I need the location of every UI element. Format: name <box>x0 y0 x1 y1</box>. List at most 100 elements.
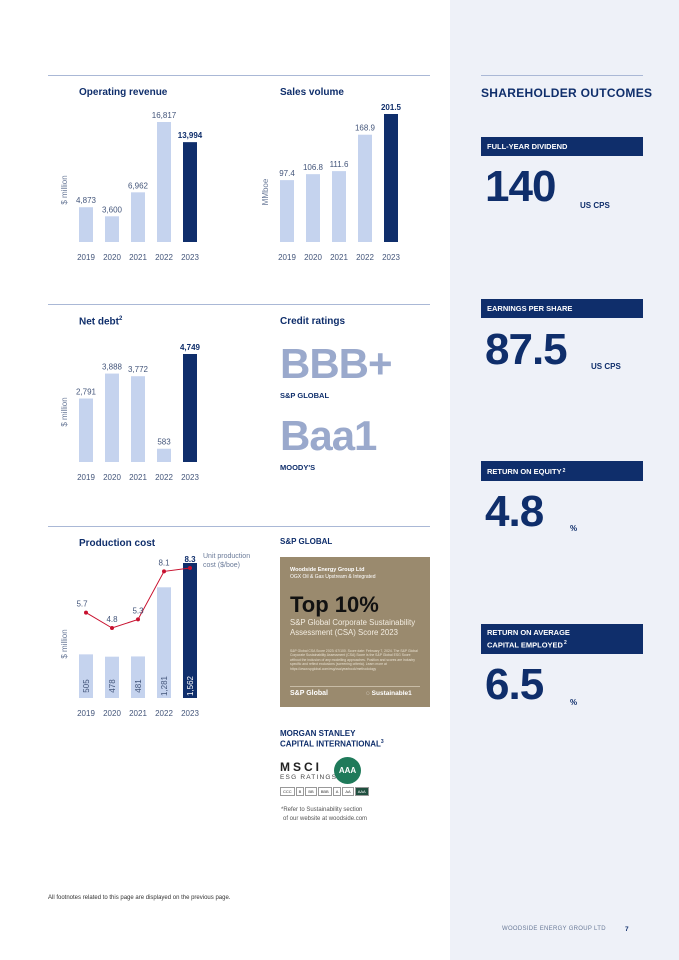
footnote-marker: 2 <box>563 639 567 646</box>
x-tick-label: 2020 <box>103 473 121 482</box>
unit-cost-point <box>162 569 166 574</box>
bar <box>79 398 93 462</box>
sp-agency-label: S&P GLOBAL <box>280 391 330 400</box>
kpi-unit-eps: US CPS <box>591 362 621 371</box>
data-label: 478 <box>108 679 117 693</box>
data-label: 6,962 <box>128 181 149 190</box>
bar <box>358 134 372 242</box>
data-label: 97.4 <box>279 169 295 178</box>
divider-mid-left <box>48 304 430 305</box>
unit-cost-point <box>110 626 114 630</box>
chart-title-net-debt: Net debt2 <box>79 316 123 328</box>
divider-top-right <box>481 75 643 76</box>
bar <box>131 376 145 462</box>
bar <box>105 373 119 462</box>
bar <box>105 216 119 242</box>
bar <box>183 354 197 462</box>
bar <box>79 654 93 698</box>
data-label: 13,994 <box>178 131 203 140</box>
msci-logo-sub: ESG RATINGS <box>280 774 338 781</box>
y-axis-label: $ million <box>60 629 69 658</box>
kpi-label-dividend: FULL-YEAR DIVIDEND <box>481 137 643 156</box>
bar <box>157 587 171 698</box>
x-tick-label: 2019 <box>77 253 95 262</box>
msci-note: *Refer to Sustainability section of our … <box>281 807 368 822</box>
data-label: 3,772 <box>128 365 149 374</box>
bar <box>79 207 93 242</box>
bar <box>306 174 320 242</box>
kpi-label-roe: RETURN ON EQUITY 2 <box>481 461 643 481</box>
shareholder-outcomes-title: SHAREHOLDER OUTCOMES <box>481 86 653 100</box>
y-axis-label: $ million <box>60 397 69 426</box>
bar <box>183 563 197 698</box>
footnote-marker: 2 <box>562 468 566 474</box>
x-tick-label: 2022 <box>155 253 173 262</box>
msci-scale-step: B <box>295 787 305 796</box>
x-tick-label: 2019 <box>77 473 95 482</box>
badge-industry: OGX Oil & Gas Upstream & Integrated <box>290 574 376 580</box>
msci-scale-step: BB <box>305 787 317 796</box>
unit-cost-label: 5.7 <box>76 600 88 609</box>
unit-cost-label: 8.3 <box>184 555 196 564</box>
bar <box>157 122 171 242</box>
x-tick-label: 2020 <box>103 709 121 718</box>
x-tick-label: 2021 <box>129 709 147 718</box>
divider-top-left <box>48 75 430 76</box>
line-legend-2: cost ($/boe) <box>203 562 240 569</box>
footnote-marker: 2 <box>119 316 123 322</box>
kpi-label-roace: RETURN ON AVERAGE CAPITAL EMPLOYED2 <box>481 624 643 654</box>
x-tick-label: 2023 <box>382 253 400 262</box>
y-axis-label: MMboe <box>261 178 270 205</box>
data-label: 2,791 <box>76 388 97 397</box>
x-tick-label: 2022 <box>356 253 374 262</box>
x-tick-label: 2021 <box>129 473 147 482</box>
bar <box>131 192 145 242</box>
x-tick-label: 2020 <box>103 253 121 262</box>
badge-subtitle: S&P Global Corporate Sustainability Asse… <box>290 618 416 637</box>
x-tick-label: 2021 <box>129 253 147 262</box>
data-label: 16,817 <box>152 111 177 120</box>
unit-cost-point <box>136 617 140 622</box>
bar <box>332 171 346 242</box>
divider-low-left <box>48 526 430 527</box>
line-legend-1: Unit production <box>203 553 250 560</box>
unit-cost-point <box>188 566 192 570</box>
bar <box>131 656 145 698</box>
badge-fine-print: S&P Global CSA Score 2023: 67/100. Score… <box>290 649 418 671</box>
operating-revenue-chart: $ million 4,873 2019 3,600 2020 6,962 2021 16,8… <box>60 111 203 262</box>
kpi-value-roe: 4.8 <box>485 487 544 536</box>
kpi-value-eps: 87.5 <box>485 325 568 374</box>
chart-title-sales-volume: Sales volume <box>280 87 344 98</box>
data-label: 106.8 <box>303 163 324 172</box>
msci-heading: MORGAN STANLEY CAPITAL INTERNATIONAL3 <box>280 729 384 749</box>
data-label: 4,873 <box>76 196 97 205</box>
production-cost-chart: $ million 505 2019 478 2020 481 2021 1,281 2022 1… <box>60 553 250 718</box>
data-label: 3,888 <box>102 363 123 372</box>
sp-global-logo: S&P Global <box>290 690 328 697</box>
sp-global-heading: S&P GLOBAL <box>280 537 333 546</box>
data-label: 168.9 <box>355 124 376 133</box>
data-label: 505 <box>82 679 91 693</box>
msci-scale-step: AA <box>342 787 354 796</box>
sustainable1-logo: ◌ Sustainable1 <box>366 690 412 697</box>
moodys-agency-label: MOODY'S <box>280 463 316 472</box>
footnote-marker: 3 <box>380 739 384 745</box>
page-number: 7 <box>625 926 629 933</box>
msci-scale-step: AAA <box>354 787 369 796</box>
sp-csa-badge: Woodside Energy Group Ltd OGX Oil & Gas … <box>280 557 430 707</box>
unit-cost-point <box>84 610 88 615</box>
x-tick-label: 2019 <box>77 709 95 718</box>
chart-title-production-cost: Production cost <box>79 538 156 549</box>
sustainable1-icon: ◌ <box>366 690 372 697</box>
x-tick-label: 2023 <box>181 253 199 262</box>
x-tick-label: 2020 <box>304 253 322 262</box>
msci-logo-text: MSCI <box>280 760 322 774</box>
badge-company: Woodside Energy Group Ltd <box>290 567 365 573</box>
y-axis-label: $ million <box>60 175 69 204</box>
credit-ratings-heading: Credit ratings <box>280 316 346 327</box>
msci-rating-scale: CCC B BB BBB A AA AAA <box>280 787 369 796</box>
msci-scale-step: A <box>332 787 342 796</box>
footnote: All footnotes related to this page are d… <box>48 895 231 901</box>
data-label: 111.6 <box>330 160 349 169</box>
data-label: 4,749 <box>180 343 201 352</box>
